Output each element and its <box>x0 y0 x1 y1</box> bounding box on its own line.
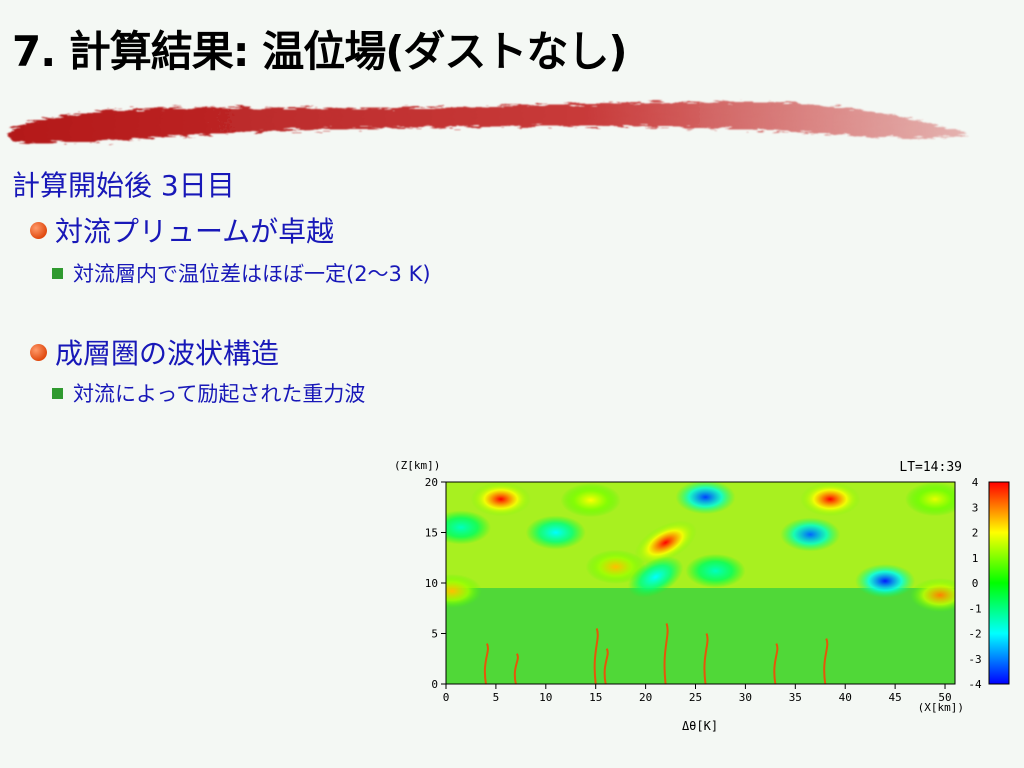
x-tick-label: 45 <box>888 691 901 704</box>
convective-plume-mark <box>483 643 489 684</box>
temperature-field-chart: (Z[km]) LT=14:39 0 5 10 15 20 25 30 35 40 45 50 05… <box>394 459 1010 733</box>
x-tick-label: 35 <box>789 691 802 704</box>
cold-anomaly-mark <box>855 563 916 598</box>
colorbar <box>988 481 1010 685</box>
cold-anomaly-mark <box>446 510 491 545</box>
sub-bullet-item: 対流によって励起された重力波 <box>52 378 365 408</box>
bullet-text: 対流プリュームが卓越 <box>55 215 335 248</box>
brush-stroke-decoration <box>8 101 968 144</box>
y-axis-label: (Z[km]) <box>394 459 440 472</box>
x-tick-label: 10 <box>539 691 552 704</box>
y-tick-label: 10 <box>425 577 438 590</box>
time-label: LT=14:39 <box>899 460 962 475</box>
bullet-dot-icon <box>30 221 47 239</box>
section-heading: 計算開始後 3日目 <box>12 169 235 202</box>
x-axis-label: (X[km]) <box>918 701 964 714</box>
colorbar-tick-label: 1 <box>972 552 979 565</box>
y-tick-label: 0 <box>431 678 438 691</box>
bullet-text: 成層圏の波状構造 <box>55 337 280 370</box>
slide-title: 7. 計算結果: 温位場(ダストなし) <box>12 27 628 76</box>
convective-plume-mark <box>603 648 609 684</box>
warm-anomaly-mark <box>585 549 646 584</box>
quantity-label: Δθ[K] <box>682 719 718 733</box>
warm-anomaly-mark <box>910 578 955 613</box>
convective-plume-mark <box>593 628 599 684</box>
warm-anomaly-mark <box>560 483 621 518</box>
x-tick-label: 15 <box>589 691 602 704</box>
warm-anomaly-mark <box>800 482 861 517</box>
y-tick-label: 5 <box>431 628 438 641</box>
convective-plume-mark <box>663 623 669 684</box>
cold-anomaly-mark <box>675 482 736 515</box>
colorbar-tick-label: -3 <box>968 653 981 666</box>
convective-plume-mark <box>773 643 779 684</box>
bullet-dot-icon <box>30 343 47 361</box>
y-tick-label: 20 <box>425 476 438 489</box>
colorbar-tick-label: 4 <box>972 476 979 489</box>
cold-anomaly-mark <box>627 556 684 598</box>
sub-bullet-item: 対流層内で温位差はほぼ一定(2〜3 K) <box>52 258 431 288</box>
bullet-item: 対流プリュームが卓越 <box>30 210 334 250</box>
sub-bullet-text: 対流層内で温位差はほぼ一定(2〜3 K) <box>73 262 431 286</box>
x-tick-label: 50 <box>938 691 951 704</box>
square-bullet-icon <box>52 387 63 399</box>
cold-anomaly-mark <box>780 517 841 552</box>
colorbar-tick-label: 0 <box>972 577 979 590</box>
colorbar-tick-label: -2 <box>968 628 981 641</box>
convective-plume-mark <box>823 638 829 684</box>
x-tick-label: 0 <box>443 691 450 704</box>
cold-anomaly-mark <box>525 515 586 550</box>
x-tick-label: 40 <box>839 691 852 704</box>
x-tick-label: 25 <box>689 691 702 704</box>
warm-anomaly-mark <box>634 520 697 565</box>
convective-plume-mark <box>513 653 519 684</box>
colorbar-tick-label: 3 <box>972 501 979 514</box>
warm-anomaly-mark <box>470 482 531 517</box>
convective-plume-mark <box>703 633 709 684</box>
warm-anomaly-mark <box>905 482 955 517</box>
sub-bullet-text: 対流によって励起された重力波 <box>73 382 366 406</box>
bullet-item: 成層圏の波状構造 <box>30 332 279 372</box>
y-tick-label: 15 <box>425 527 438 540</box>
square-bullet-icon <box>52 267 63 279</box>
colorbar-tick-label: -4 <box>968 678 982 691</box>
x-tick-label: 20 <box>639 691 652 704</box>
x-tick-label: 5 <box>493 691 500 704</box>
colorbar-tick-label: 2 <box>972 527 979 540</box>
convective-layer-region <box>446 588 955 684</box>
cold-anomaly-mark <box>685 553 746 588</box>
colorbar-tick-label: -1 <box>968 602 981 615</box>
warm-anomaly-mark <box>446 574 482 609</box>
x-tick-label: 30 <box>739 691 752 704</box>
